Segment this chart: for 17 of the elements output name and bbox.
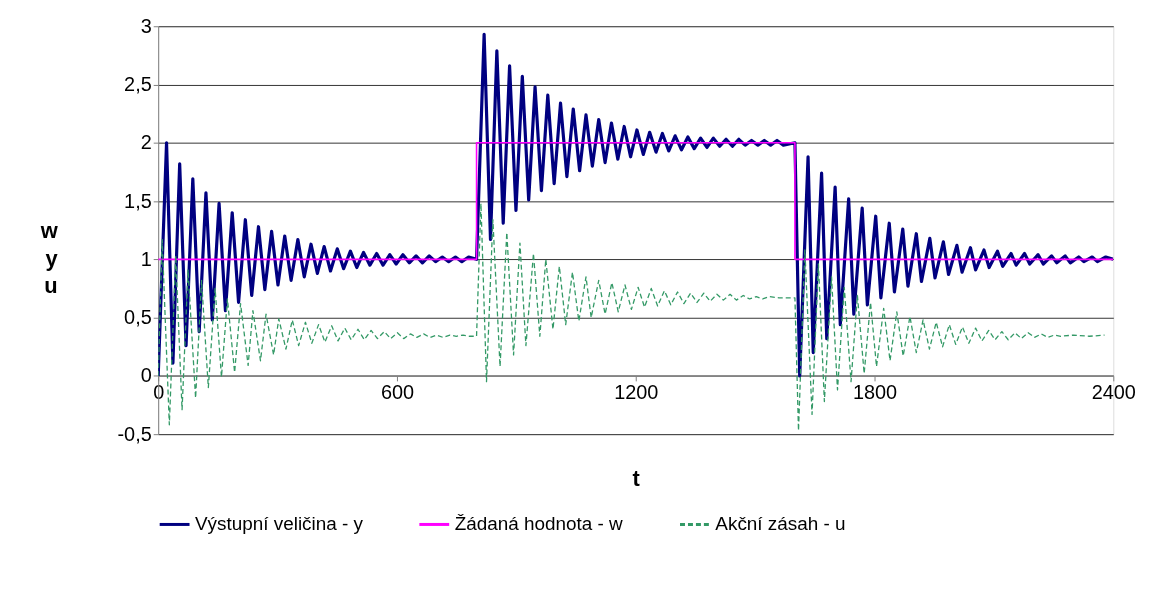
x-axis-title: t bbox=[632, 466, 641, 492]
x-tick-label: 600 bbox=[380, 381, 415, 404]
y-tick-label: -0,5 bbox=[117, 422, 152, 445]
legend-label: Žádaná hodnota - w bbox=[454, 513, 624, 535]
y-tick-label: 1,5 bbox=[124, 189, 152, 212]
y-axis-title: w y u bbox=[39, 217, 59, 299]
y-tick-label: 0 bbox=[140, 364, 152, 387]
x-tick-label: 1800 bbox=[852, 381, 898, 404]
y-tick-label: 0,5 bbox=[124, 306, 152, 329]
y-tick-label: 2 bbox=[140, 131, 152, 154]
y-tick-label: 3 bbox=[140, 14, 152, 37]
legend-label: Výstupní veličina - y bbox=[195, 513, 364, 535]
legend-label: Akční zásah - u bbox=[715, 513, 846, 535]
y-tick-label: 2,5 bbox=[124, 72, 152, 95]
x-tick-label: 2400 bbox=[1091, 381, 1136, 404]
y-tick-label: 1 bbox=[140, 247, 152, 270]
x-tick-label: 1200 bbox=[614, 381, 659, 404]
